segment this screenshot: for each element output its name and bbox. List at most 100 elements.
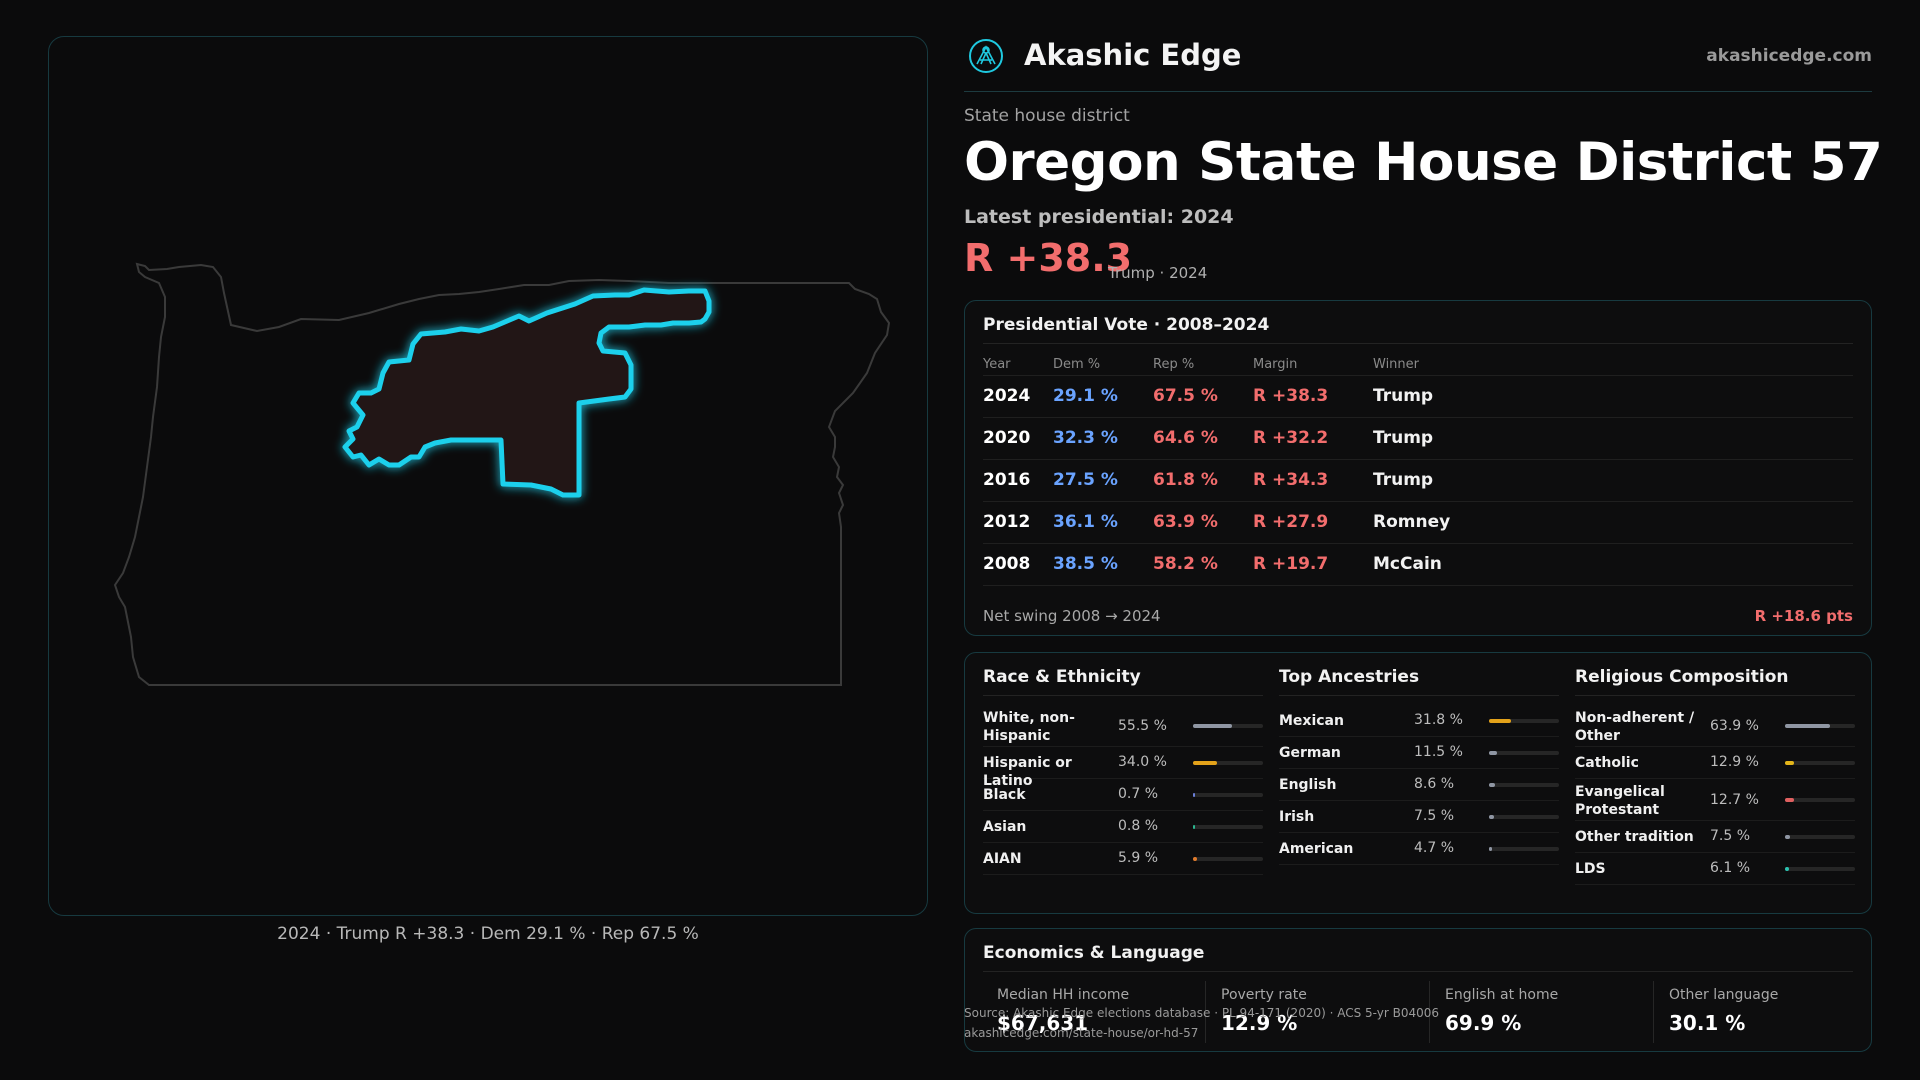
table-row: 2016 27.5 % 61.8 % R +34.3 Trump xyxy=(983,460,1853,502)
list-item: Irish 7.5 % xyxy=(1279,801,1559,833)
item-label: English xyxy=(1279,777,1337,793)
row-winner: Romney xyxy=(1373,512,1451,532)
row-margin: R +19.7 xyxy=(1253,554,1329,574)
share-bar-track xyxy=(1785,835,1855,839)
econ-value: 69.9 % xyxy=(1445,1011,1522,1035)
presidential-vote-card: Presidential Vote · 2008–2024 Year Dem %… xyxy=(964,300,1872,636)
other-language-cell: Other language 30.1 % xyxy=(1655,981,1877,1043)
row-rep: 63.9 % xyxy=(1153,512,1218,532)
econ-label: Median HH income xyxy=(997,987,1130,1003)
district-57-shape[interactable] xyxy=(342,287,712,498)
share-bar-track xyxy=(1785,724,1855,728)
row-year: 2008 xyxy=(983,554,1031,574)
item-label: American xyxy=(1279,841,1354,857)
list-item: AIAN 5.9 % xyxy=(983,843,1263,875)
demographics-card: Race & Ethnicity White, non-Hispanic 55.5… xyxy=(964,652,1872,914)
district-map[interactable] xyxy=(49,37,929,917)
item-value: 0.8 % xyxy=(1118,818,1159,834)
akashic-logo-icon xyxy=(969,39,1003,73)
net-swing-value: R +18.6 pts xyxy=(1754,607,1853,625)
item-label: Black xyxy=(983,787,1026,803)
race-title: Race & Ethnicity xyxy=(983,667,1141,687)
econ-label: English at home xyxy=(1445,987,1559,1003)
share-bar-fill xyxy=(1489,751,1498,755)
row-margin: R +27.9 xyxy=(1253,512,1329,532)
source-citation: Source: Akashic Edge elections database … xyxy=(964,1006,1440,1020)
brand-url-link[interactable]: akashicedge.com xyxy=(1706,46,1872,66)
brand-name[interactable]: Akashic Edge xyxy=(1024,38,1242,72)
item-label: Non-adherent / Other xyxy=(1575,710,1695,744)
econ-label: Other language xyxy=(1669,987,1779,1003)
list-item: Non-adherent / Other 63.9 % xyxy=(1575,705,1855,747)
row-dem: 27.5 % xyxy=(1053,470,1118,490)
row-dem: 29.1 % xyxy=(1053,386,1118,406)
share-bar-fill xyxy=(1785,761,1795,765)
list-item: English 8.6 % xyxy=(1279,769,1559,801)
item-value: 11.5 % xyxy=(1414,744,1463,760)
item-label: White, non-Hispanic xyxy=(983,710,1075,744)
item-value: 7.5 % xyxy=(1710,828,1751,844)
share-bar-track xyxy=(1193,857,1263,861)
item-label: Mexican xyxy=(1279,713,1344,729)
row-margin: R +32.2 xyxy=(1253,428,1329,448)
item-label: Asian xyxy=(983,819,1027,835)
row-margin: R +38.3 xyxy=(1253,386,1329,406)
share-bar-fill xyxy=(1193,761,1217,765)
item-label: Irish xyxy=(1279,809,1315,825)
median-income-cell: Median HH income $67,631 xyxy=(983,981,1205,1043)
econ-value: 30.1 % xyxy=(1669,1011,1746,1035)
row-year: 2012 xyxy=(983,512,1031,532)
share-bar-fill xyxy=(1489,815,1495,819)
list-item: LDS 6.1 % xyxy=(1575,853,1855,885)
list-item: Evangelical Protestant 12.7 % xyxy=(1575,779,1855,821)
share-bar-track xyxy=(1785,867,1855,871)
table-row: 2008 38.5 % 58.2 % R +19.7 McCain xyxy=(983,544,1853,586)
vote-card-title: Presidential Vote · 2008–2024 xyxy=(983,315,1270,335)
share-bar-track xyxy=(1489,783,1559,787)
row-year: 2020 xyxy=(983,428,1031,448)
row-margin: R +34.3 xyxy=(1253,470,1329,490)
econ-value: 12.9 % xyxy=(1221,1011,1298,1035)
poverty-rate-cell: Poverty rate 12.9 % xyxy=(1207,981,1429,1043)
item-label: Catholic xyxy=(1575,755,1639,771)
share-bar-fill xyxy=(1193,724,1232,728)
english-at-home-cell: English at home 69.9 % xyxy=(1431,981,1653,1043)
page-title: Oregon State House District 57 xyxy=(964,132,1883,193)
share-bar-fill xyxy=(1785,867,1790,871)
col-year: Year xyxy=(983,357,1011,372)
share-bar-track xyxy=(1489,751,1559,755)
latest-margin: R +38.3 xyxy=(964,236,1133,280)
item-label: Evangelical Protestant xyxy=(1575,784,1665,818)
share-bar-fill xyxy=(1193,825,1195,829)
share-bar-track xyxy=(1193,724,1263,728)
item-value: 8.6 % xyxy=(1414,776,1455,792)
item-value: 12.7 % xyxy=(1710,792,1759,808)
item-value: 7.5 % xyxy=(1414,808,1455,824)
item-label: Other tradition xyxy=(1575,829,1694,845)
table-row: 2024 29.1 % 67.5 % R +38.3 Trump xyxy=(983,376,1853,418)
ancestries-title: Top Ancestries xyxy=(1279,667,1420,687)
share-bar-track xyxy=(1785,798,1855,802)
row-winner: Trump xyxy=(1373,470,1434,490)
share-bar-fill xyxy=(1785,798,1794,802)
list-item: Mexican 31.8 % xyxy=(1279,705,1559,737)
econ-value: $67,631 xyxy=(997,1011,1089,1035)
row-dem: 38.5 % xyxy=(1053,554,1118,574)
economics-card: Economics & Language Median HH income $6… xyxy=(964,928,1872,1052)
brand-header: Akashic Edge akashicedge.com xyxy=(964,36,1872,92)
share-bar-fill xyxy=(1785,835,1791,839)
table-row: 2012 36.1 % 63.9 % R +27.9 Romney xyxy=(983,502,1853,544)
latest-presidential-label: Latest presidential: 2024 xyxy=(964,206,1234,228)
table-row: 2020 32.3 % 64.6 % R +32.2 Trump xyxy=(983,418,1853,460)
permalink[interactable]: akashicedge.com/state-house/or-hd-57 xyxy=(964,1026,1199,1040)
item-value: 5.9 % xyxy=(1118,850,1159,866)
col-margin: Margin xyxy=(1253,357,1298,372)
share-bar-track xyxy=(1785,761,1855,765)
col-winner: Winner xyxy=(1373,357,1420,372)
share-bar-fill xyxy=(1489,847,1493,851)
economics-title: Economics & Language xyxy=(983,943,1205,963)
share-bar-track xyxy=(1489,847,1559,851)
item-value: 55.5 % xyxy=(1118,718,1167,734)
list-item: Other tradition 7.5 % xyxy=(1575,821,1855,853)
row-dem: 32.3 % xyxy=(1053,428,1118,448)
